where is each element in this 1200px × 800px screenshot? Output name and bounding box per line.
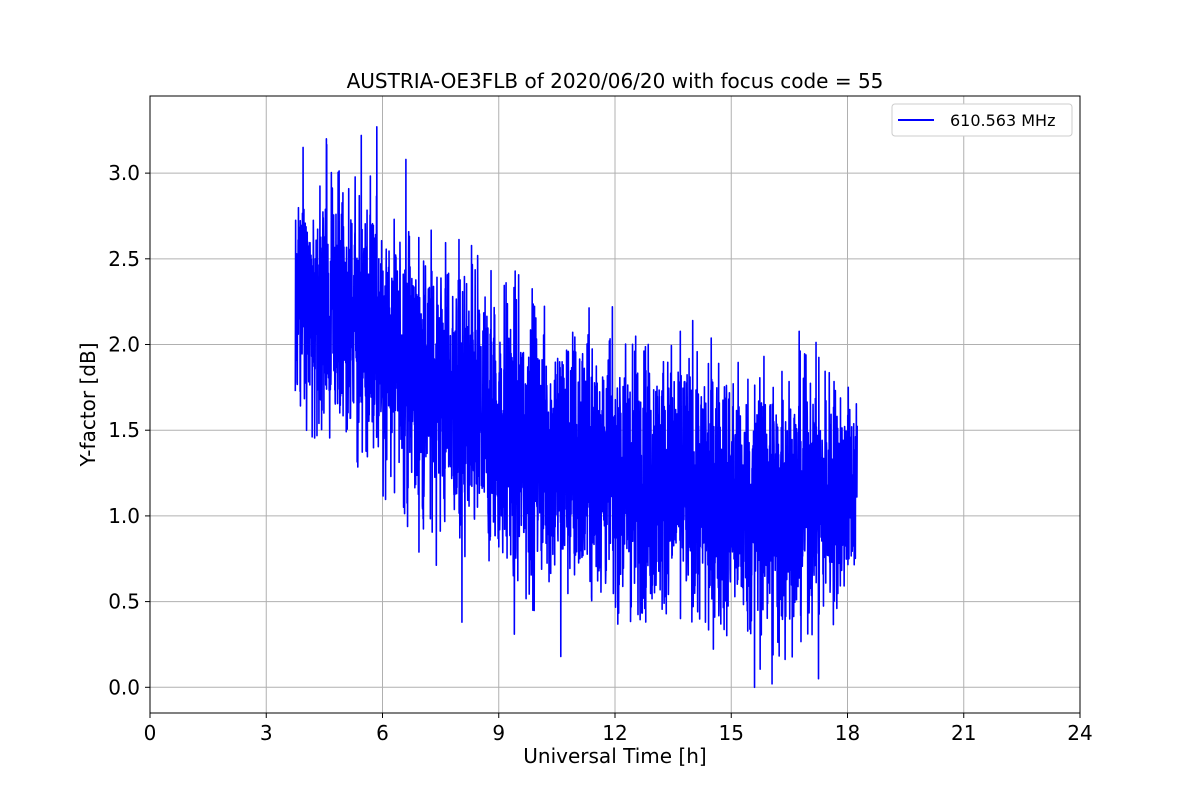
y-tick-label: 2.5 xyxy=(108,247,140,271)
x-axis-label: Universal Time [h] xyxy=(523,744,706,768)
x-tick-label: 6 xyxy=(376,721,389,745)
y-tick-label: 3.0 xyxy=(108,161,140,185)
series-layer xyxy=(294,126,858,689)
y-tick-label: 0.5 xyxy=(108,590,140,614)
x-tick-label: 12 xyxy=(602,721,627,745)
x-tick-label: 0 xyxy=(144,721,157,745)
legend-box xyxy=(891,103,1073,137)
series-line-610-563-mhz xyxy=(294,126,858,689)
x-tick-label: 3 xyxy=(260,721,273,745)
x-tick-label: 24 xyxy=(1067,721,1092,745)
x-tick-label: 9 xyxy=(492,721,505,745)
y-axis-label: Y-factor [dB] xyxy=(76,342,100,467)
x-tick-label: 15 xyxy=(719,721,744,745)
tick-layer: 0 3 6 9 12 15 18 21 24 0.0 0.5 1.0 1.5 2.0 2.5 3.0 xyxy=(108,161,1093,745)
legend-label-610-563-mhz: 610.563 MHz xyxy=(950,111,1055,130)
chart-title: AUSTRIA-OE3FLB of 2020/06/20 with focus … xyxy=(347,69,884,93)
y-tick-label: 1.5 xyxy=(108,418,140,442)
x-tick-label: 18 xyxy=(835,721,860,745)
legend: 610.563 MHz xyxy=(891,103,1073,137)
y-tick-label: 0.0 xyxy=(108,675,140,699)
y-tick-label: 1.0 xyxy=(108,504,140,528)
x-tick-label: 21 xyxy=(951,721,976,745)
y-tick-label: 2.0 xyxy=(108,333,140,357)
